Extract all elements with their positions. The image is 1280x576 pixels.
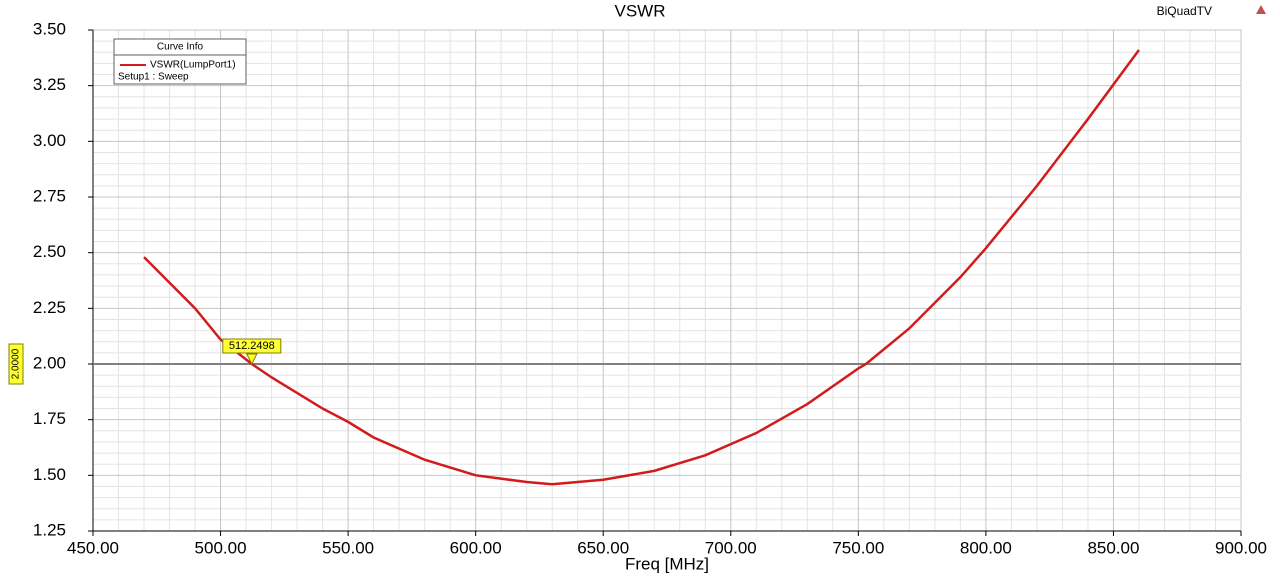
- x-tick-label: 650.00: [577, 538, 629, 557]
- legend: Curve Info VSWR(LumpPort1)Setup1 : Sweep: [113, 38, 247, 85]
- y-tick-label: 2.25: [33, 298, 66, 317]
- y-tick-label: 3.25: [33, 75, 66, 94]
- x-tick-label: 450.00: [67, 538, 119, 557]
- legend-setup: Setup1 : Sweep: [118, 72, 189, 83]
- y-tick-label: 2.00: [33, 353, 66, 372]
- series-line: [143, 49, 1140, 486]
- legend-title: Curve Info: [157, 42, 204, 53]
- y-tick-label: 2.50: [33, 242, 66, 261]
- x-tick-label: 900.00: [1215, 538, 1267, 557]
- project-name: BiQuadTV: [1157, 4, 1212, 18]
- reference-label-text: 2.0000: [11, 348, 22, 379]
- marker-pointer: [245, 353, 258, 366]
- reference-label-box: [8, 343, 24, 385]
- chart-title: VSWR: [615, 1, 666, 20]
- legend-label: VSWR(LumpPort1): [150, 60, 236, 71]
- x-tick-label: 600.00: [450, 538, 502, 557]
- plot-area: [92, 29, 1242, 532]
- x-tick-label: 800.00: [960, 538, 1012, 557]
- y-tick-label: 3.50: [33, 19, 66, 38]
- y-tick-label: 1.50: [33, 465, 66, 484]
- y-tick-label: 1.25: [33, 520, 66, 539]
- y-tick-label: 3.00: [33, 131, 66, 150]
- x-tick-label: 550.00: [322, 538, 374, 557]
- legend-box: [113, 38, 247, 85]
- marker-label-box: [222, 338, 282, 354]
- x-tick-label: 850.00: [1087, 538, 1139, 557]
- y-tick-label: 1.75: [33, 409, 66, 428]
- x-tick-label: 500.00: [195, 538, 247, 557]
- x-axis-label: Freq [MHz]: [625, 554, 709, 573]
- reference-label: 2.0000: [8, 343, 24, 385]
- x-tick-label: 700.00: [705, 538, 757, 557]
- collapse-icon[interactable]: [1256, 5, 1266, 14]
- marker-label: 512.2498: [229, 340, 275, 352]
- x-tick-label: 750.00: [832, 538, 884, 557]
- y-tick-label: 2.75: [33, 186, 66, 205]
